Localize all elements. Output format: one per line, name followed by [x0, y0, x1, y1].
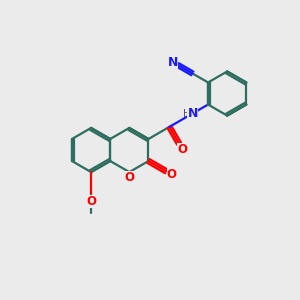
Text: O: O [177, 143, 187, 156]
Text: N: N [167, 56, 178, 68]
Text: O: O [167, 168, 177, 181]
Text: N: N [188, 107, 198, 120]
Text: O: O [86, 195, 96, 208]
Text: O: O [124, 171, 134, 184]
Text: H: H [183, 109, 190, 119]
